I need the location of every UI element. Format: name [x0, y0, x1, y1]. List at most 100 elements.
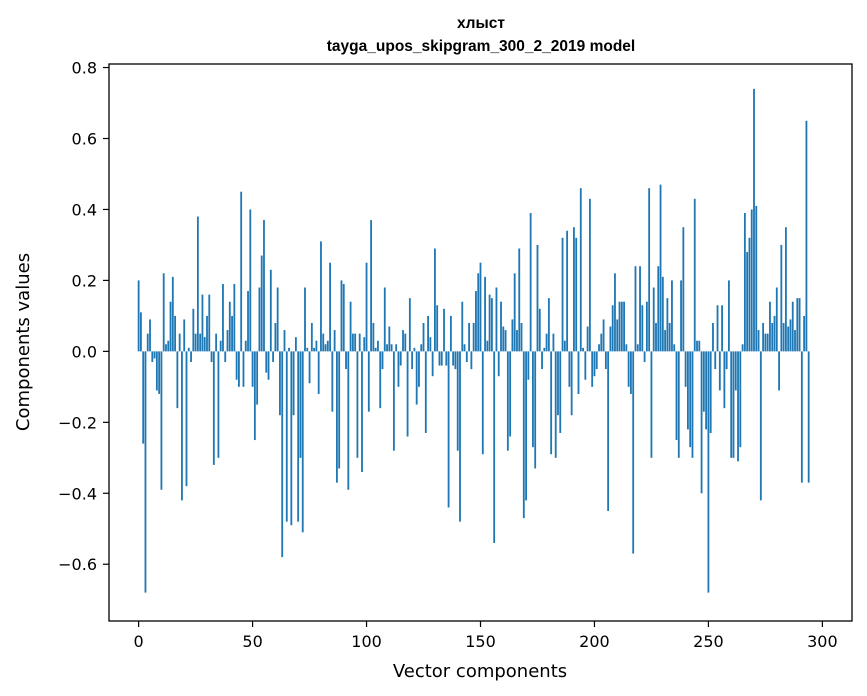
bar — [434, 248, 436, 352]
bar — [240, 191, 243, 352]
bar — [470, 351, 473, 370]
bar — [272, 351, 275, 363]
bar — [591, 351, 594, 387]
bar — [468, 322, 471, 352]
bar — [645, 301, 648, 352]
bar — [226, 330, 229, 352]
bar — [641, 305, 644, 352]
bar — [404, 333, 407, 352]
bar — [233, 283, 236, 352]
bar — [782, 322, 785, 352]
bar — [388, 326, 391, 352]
y-tick-label: −0.2 — [58, 413, 97, 432]
bar — [422, 322, 425, 352]
bar — [702, 351, 705, 412]
bar — [475, 291, 477, 352]
bar — [529, 213, 532, 352]
bar — [698, 340, 701, 352]
bar — [689, 351, 692, 448]
bars-group — [137, 88, 810, 593]
bar — [472, 322, 475, 352]
bar — [315, 340, 318, 352]
x-tick-label: 300 — [807, 632, 838, 651]
chart-title: хлыст — [457, 15, 505, 32]
bar — [693, 198, 696, 352]
bar — [146, 333, 149, 352]
y-tick-label: −0.6 — [58, 555, 97, 574]
bar — [263, 220, 265, 352]
bar — [495, 287, 498, 352]
bar — [292, 351, 295, 416]
bar — [522, 351, 525, 519]
bar — [650, 351, 653, 458]
bar — [502, 326, 505, 352]
bar — [329, 262, 331, 352]
x-tick-label: 0 — [134, 632, 144, 651]
bar — [267, 351, 270, 380]
bar — [181, 351, 183, 501]
bar — [424, 351, 427, 433]
bar — [666, 298, 669, 352]
bar — [155, 351, 158, 391]
bar — [709, 351, 712, 433]
bar — [317, 351, 320, 394]
bar — [461, 301, 464, 352]
bar — [536, 244, 539, 352]
bar — [602, 319, 605, 352]
bar — [342, 283, 345, 352]
bar — [406, 351, 409, 437]
bar — [395, 344, 398, 352]
bar — [746, 252, 749, 352]
bar — [614, 273, 616, 352]
bar — [140, 312, 142, 352]
bar — [228, 301, 231, 352]
y-tick-label: 0.6 — [72, 130, 97, 149]
bar — [671, 280, 673, 352]
bar — [753, 88, 755, 352]
bar — [361, 351, 363, 472]
bar — [732, 351, 735, 458]
bar — [723, 351, 726, 409]
bar — [190, 351, 192, 363]
bar — [258, 287, 261, 352]
bar — [673, 344, 676, 352]
y-tick-label: 0.0 — [72, 342, 97, 361]
bar — [794, 330, 796, 352]
bar — [219, 340, 222, 352]
bar — [627, 351, 630, 387]
bar — [445, 351, 448, 366]
bar — [347, 351, 350, 490]
bar — [609, 326, 612, 352]
bar — [739, 351, 742, 448]
bar — [582, 347, 584, 352]
bar — [386, 344, 388, 352]
bar — [465, 351, 468, 363]
bar — [463, 344, 466, 352]
bar — [573, 227, 575, 352]
bar — [210, 351, 213, 363]
bar — [477, 273, 480, 352]
bar — [242, 351, 245, 387]
bar — [800, 351, 803, 483]
bar — [399, 351, 402, 366]
bar — [456, 351, 459, 451]
bar — [383, 287, 386, 352]
bar — [488, 294, 491, 352]
bar — [636, 344, 639, 352]
bar — [668, 322, 671, 352]
bar — [256, 351, 259, 405]
bar — [238, 351, 240, 387]
bar — [545, 333, 548, 352]
bar — [183, 319, 186, 352]
bar — [516, 330, 518, 352]
bar — [618, 301, 621, 352]
bar — [547, 298, 550, 352]
bar — [778, 351, 780, 391]
bar — [171, 276, 174, 352]
y-axis-label: Components values — [13, 253, 34, 431]
bar — [534, 351, 537, 469]
bar — [664, 330, 667, 352]
bar — [438, 351, 441, 366]
bar — [206, 315, 208, 352]
